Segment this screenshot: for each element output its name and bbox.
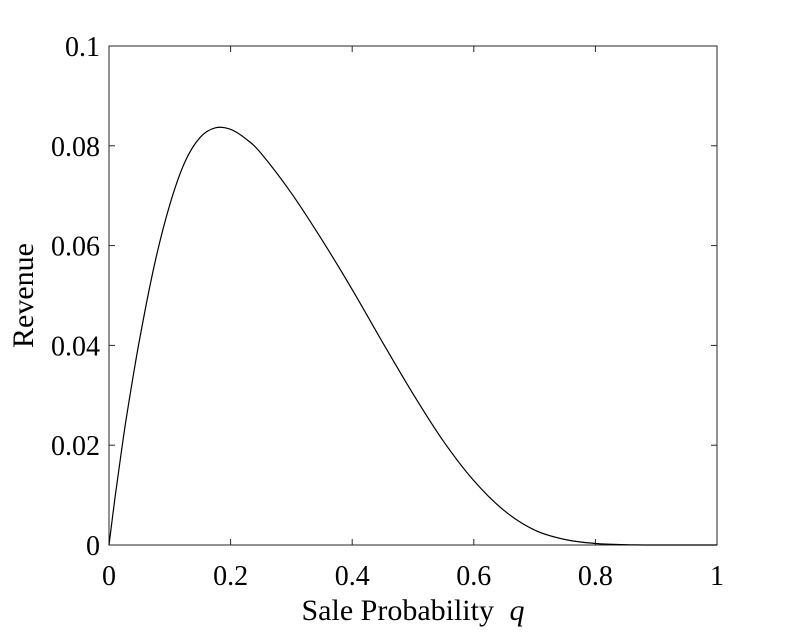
y-tick-label: 0.02 xyxy=(51,431,100,462)
y-tick-label: 0 xyxy=(86,531,100,562)
y-tick-label: 0.08 xyxy=(51,132,100,163)
x-tick-label: 0.2 xyxy=(213,561,248,592)
x-tick-label: 0.8 xyxy=(578,561,613,592)
x-axis-title: Sale Probability q xyxy=(302,594,525,627)
x-axis-title-variable: q xyxy=(509,594,524,627)
y-tick-label: 0.06 xyxy=(51,232,100,263)
y-tick-label: 0.04 xyxy=(51,331,100,362)
revenue-curve xyxy=(108,126,717,546)
x-tick-label: 0.6 xyxy=(456,561,491,592)
x-tick-label: 0.4 xyxy=(335,561,370,592)
tick-marks xyxy=(108,45,718,546)
x-tick-labels: 0 0.2 0.4 0.6 0.8 1 xyxy=(102,561,724,592)
x-tick-label: 1 xyxy=(710,561,724,592)
plot-area xyxy=(108,45,718,546)
x-axis-title-text: Sale Probability xyxy=(302,594,494,627)
y-axis-title: Revenue xyxy=(7,243,40,348)
y-tick-labels: 0 0.02 0.04 0.06 0.08 0.1 xyxy=(51,32,100,562)
y-tick-label: 0.1 xyxy=(65,32,100,63)
x-tick-label: 0 xyxy=(102,561,116,592)
